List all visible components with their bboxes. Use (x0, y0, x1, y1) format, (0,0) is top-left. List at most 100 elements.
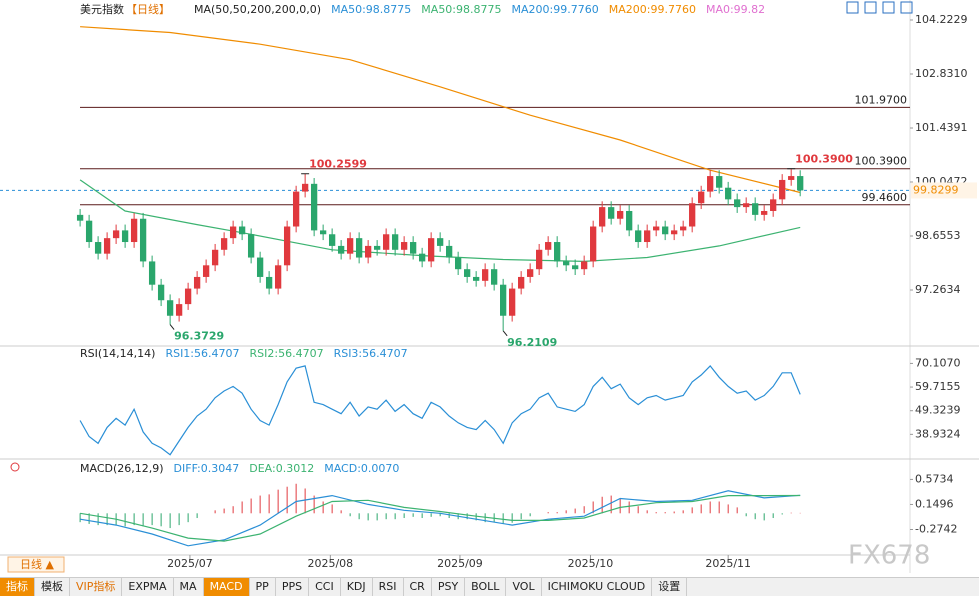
candle-body (247, 234, 255, 258)
y-tick-label: -0.2742 (915, 522, 957, 535)
candle-body (337, 245, 345, 254)
candle-body (689, 203, 696, 227)
legend-entry: MA200:99.7760 (609, 3, 696, 16)
candle-body (716, 176, 723, 188)
candle-body (139, 218, 147, 262)
level-label: 100.3900 (855, 155, 908, 168)
candle-body (436, 238, 444, 246)
candle-body (599, 207, 606, 227)
candle-body (734, 199, 741, 208)
toolbar-tab[interactable]: 设置 (652, 578, 688, 596)
candle-body (779, 179, 786, 200)
ma-line (80, 26, 801, 194)
candle-body (482, 269, 489, 281)
candle-body (346, 238, 354, 254)
period-selector[interactable]: 日线 ▲ (20, 557, 54, 571)
toolbar-tab[interactable]: 指标 (0, 578, 35, 596)
toolbar-tab[interactable]: BOLL (465, 578, 507, 596)
candle-body (94, 242, 102, 254)
candle-body (103, 238, 111, 254)
indicator-title: RSI(14,14,14) (80, 347, 155, 360)
legend-entry: DEA:0.3012 (249, 462, 314, 475)
toolbar-tab[interactable]: VIP指标 (70, 578, 123, 596)
legend-entry: MA0:99.82 (706, 3, 765, 16)
candle-body (455, 257, 462, 270)
last-price-box (911, 182, 977, 199)
period-box[interactable] (7, 556, 65, 573)
toolbar-tab[interactable]: PSY (432, 578, 466, 596)
x-tick-label: 2025/10 (568, 557, 614, 570)
candle-body (202, 265, 210, 277)
toolbar-tab[interactable]: CCI (309, 578, 341, 596)
candle-body (112, 230, 120, 239)
candle-body (193, 276, 201, 289)
y-tick-label: 59.7155 (915, 380, 961, 393)
period-label: 【日线】 (126, 2, 170, 16)
high-label: 100.2599 (309, 158, 367, 171)
candle-body (148, 261, 156, 285)
candle-body (464, 269, 471, 277)
level-label: 101.9700 (855, 93, 908, 106)
legend-entry: RSI3:56.4707 (334, 347, 408, 360)
y-tick-label: 98.6553 (915, 229, 961, 242)
toolbar-tab[interactable]: KDJ (341, 578, 373, 596)
candle-body (707, 176, 714, 192)
candle-body (175, 304, 183, 316)
legend-entry: RSI2:56.4707 (250, 347, 324, 360)
icon[interactable] (864, 1, 877, 14)
candle-body (319, 230, 327, 235)
icon[interactable] (900, 1, 913, 14)
legend-entry: MA(50,50,200,200,0,0) (194, 3, 321, 16)
candle-body (671, 230, 678, 235)
candle-body (256, 257, 264, 277)
low-label: 96.3729 (174, 330, 224, 343)
candle-body (184, 288, 192, 305)
toolbar-tab[interactable]: MACD (203, 578, 250, 596)
legend-entry: MA50:98.8775 (421, 3, 501, 16)
candle-body (644, 230, 651, 243)
candle-body (85, 220, 93, 243)
toolbar-tab[interactable]: CR (404, 578, 432, 596)
y-tick-label: 38.9324 (915, 427, 961, 440)
candle-body (536, 249, 543, 270)
candle-body (265, 276, 273, 289)
y-tick-label: 49.3239 (915, 404, 961, 417)
settings-icon[interactable] (10, 462, 20, 472)
toolbar-tab[interactable]: EXPMA (122, 578, 174, 596)
candle-body (509, 288, 516, 316)
candle-body (229, 226, 237, 239)
legend-entry: MACD:0.0070 (324, 462, 399, 475)
toolbar-tab[interactable]: ICHIMOKU CLOUD (542, 578, 653, 596)
candle-body (725, 187, 732, 200)
candle-body (220, 238, 228, 250)
toolbar-tab[interactable]: VOL (506, 578, 542, 596)
icon[interactable] (846, 1, 859, 14)
y-tick-label: 102.8310 (915, 67, 968, 80)
candle-body (797, 176, 804, 191)
legend-entry: RSI1:56.4707 (165, 347, 239, 360)
candle-body (355, 238, 363, 258)
candle-body (301, 183, 309, 192)
y-tick-label: 101.4391 (915, 121, 968, 134)
toolbar: 指标 模板 VIP指标 EXPMA MA MACD PP PPS CCI KDJ RSI CR PSY B… (0, 577, 979, 596)
candle-body (328, 234, 336, 246)
toolbar-tab[interactable]: PPS (276, 578, 310, 596)
toolbar-tab[interactable]: MA (174, 578, 204, 596)
candle-body (292, 191, 300, 227)
candle-body (391, 234, 399, 250)
toolbar-tab[interactable]: 模板 (35, 578, 70, 596)
candle-body (283, 226, 291, 266)
candle-body (743, 203, 750, 208)
icon[interactable] (882, 1, 895, 14)
level-label: 99.4600 (862, 191, 908, 204)
indicator-title: 美元指数 (80, 2, 124, 16)
toolbar-tab[interactable]: RSI (373, 578, 404, 596)
candle-body (121, 230, 129, 243)
candle-body (238, 226, 246, 235)
toolbar-tab[interactable]: PP (250, 578, 276, 596)
chart: FX678 日线 ▲ 104.2229102.8310101.4391100.0… (0, 0, 979, 573)
candle-body (788, 176, 795, 180)
extreme-mark (502, 330, 508, 337)
candle-body (76, 214, 84, 221)
candle-body (680, 226, 687, 231)
